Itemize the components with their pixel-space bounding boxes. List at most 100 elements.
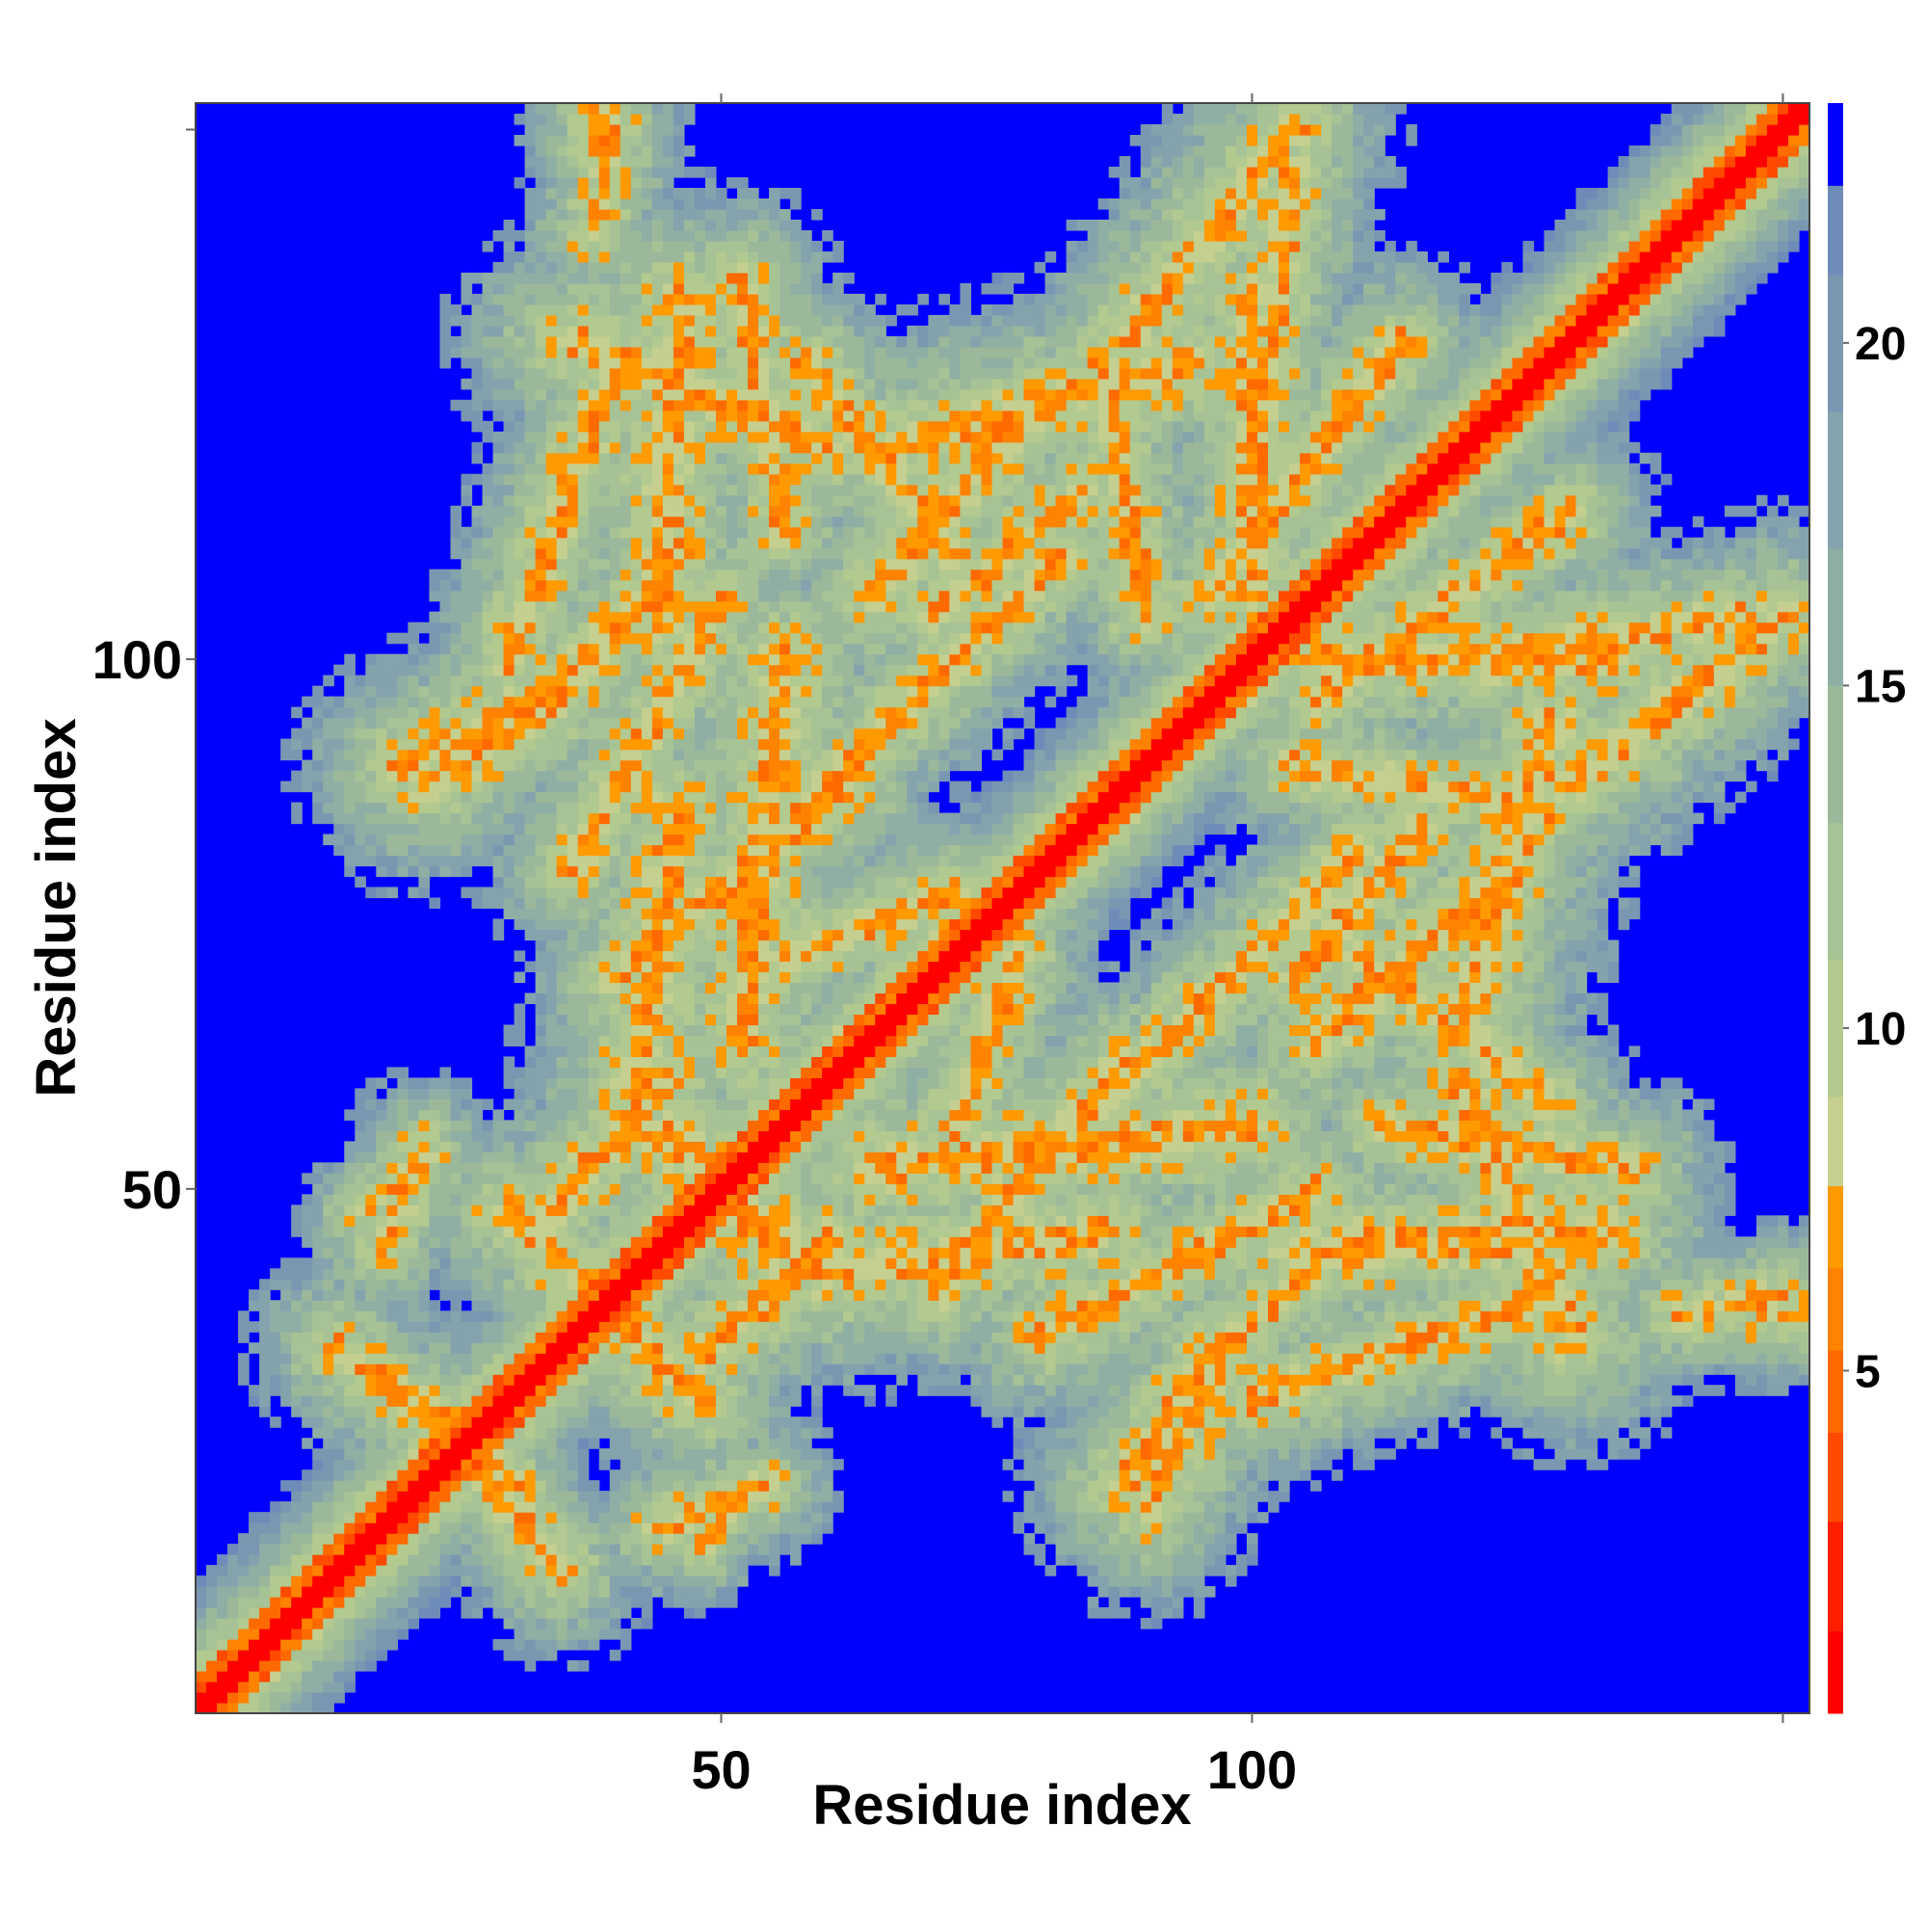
heatmap-cell bbox=[291, 1565, 303, 1576]
heatmap-cell bbox=[598, 759, 611, 772]
heatmap-cell bbox=[577, 1173, 590, 1184]
heatmap-cell bbox=[492, 346, 505, 358]
heatmap-cell bbox=[673, 770, 685, 782]
heatmap-cell bbox=[620, 1257, 632, 1269]
heatmap-cell bbox=[471, 812, 484, 825]
heatmap-cell bbox=[609, 558, 621, 570]
heatmap-cell bbox=[482, 378, 494, 390]
heatmap-cell bbox=[482, 282, 494, 295]
heatmap-cell bbox=[609, 155, 621, 168]
heatmap-cell bbox=[556, 971, 568, 984]
heatmap-cell bbox=[270, 1575, 281, 1587]
heatmap-cell bbox=[535, 1024, 547, 1037]
heatmap-cell bbox=[683, 685, 696, 698]
heatmap-cell bbox=[737, 759, 749, 772]
heatmap-cell bbox=[524, 463, 537, 475]
heatmap-cell bbox=[694, 664, 706, 676]
heatmap-cell bbox=[323, 1607, 334, 1619]
heatmap-cell bbox=[567, 1056, 579, 1068]
heatmap-cell bbox=[365, 1406, 377, 1417]
heatmap-cell bbox=[567, 1310, 579, 1322]
heatmap-cell bbox=[567, 1247, 579, 1258]
heatmap-cell bbox=[302, 1342, 313, 1354]
heatmap-cell bbox=[545, 749, 558, 761]
heatmap-cell bbox=[726, 1385, 738, 1396]
heatmap-cell bbox=[291, 812, 303, 825]
heatmap-cell bbox=[567, 526, 579, 539]
heatmap-cell bbox=[577, 1480, 590, 1492]
heatmap-cell bbox=[280, 1300, 292, 1311]
heatmap-cell bbox=[206, 1597, 218, 1608]
heatmap-cell bbox=[704, 325, 717, 337]
heatmap-cell bbox=[535, 685, 547, 698]
heatmap-cell bbox=[503, 887, 515, 899]
heatmap-cell bbox=[408, 1194, 420, 1205]
heatmap-cell bbox=[471, 293, 484, 305]
heatmap-cell bbox=[397, 865, 409, 878]
heatmap-cell bbox=[620, 420, 632, 433]
heatmap-cell bbox=[535, 590, 547, 602]
heatmap-cell bbox=[662, 1194, 674, 1205]
heatmap-cell bbox=[662, 1438, 674, 1449]
heatmap-cell bbox=[737, 1151, 749, 1163]
heatmap-cell bbox=[492, 1215, 505, 1227]
heatmap-cell bbox=[492, 802, 505, 814]
heatmap-cell bbox=[651, 749, 664, 761]
heatmap-cell bbox=[514, 1353, 526, 1364]
heatmap-cell bbox=[461, 632, 473, 645]
heatmap-cell bbox=[737, 1257, 749, 1269]
heatmap-cell bbox=[291, 1268, 303, 1280]
heatmap-cell bbox=[683, 103, 696, 115]
heatmap-cell bbox=[302, 1194, 313, 1205]
heatmap-cell bbox=[429, 653, 441, 666]
heatmap-cell bbox=[291, 1257, 303, 1269]
heatmap-cell bbox=[630, 1586, 643, 1598]
heatmap-cell bbox=[503, 240, 515, 252]
heatmap-cell bbox=[567, 1024, 579, 1037]
heatmap-cell bbox=[662, 357, 674, 369]
heatmap-cell bbox=[355, 1353, 366, 1364]
heatmap-cell bbox=[503, 1406, 515, 1417]
heatmap-cell bbox=[492, 1204, 505, 1216]
heatmap-cell bbox=[514, 876, 526, 888]
heatmap-cell bbox=[704, 166, 717, 178]
heatmap-cell bbox=[651, 1257, 664, 1269]
heatmap-cell bbox=[662, 198, 674, 210]
heatmap-cell bbox=[461, 770, 473, 782]
heatmap-cell bbox=[482, 738, 494, 751]
heatmap-cell bbox=[598, 982, 611, 994]
heatmap-cell bbox=[556, 982, 568, 994]
heatmap-cell bbox=[408, 1289, 420, 1301]
heatmap-cell bbox=[620, 992, 632, 1005]
heatmap-cell bbox=[556, 484, 568, 496]
heatmap-cell bbox=[662, 251, 674, 263]
heatmap-cell bbox=[217, 1660, 228, 1672]
heatmap-cell bbox=[588, 293, 600, 305]
heatmap-cell bbox=[737, 1056, 749, 1068]
heatmap-cell bbox=[630, 431, 643, 443]
heatmap-cell bbox=[482, 579, 494, 592]
heatmap-cell bbox=[556, 1469, 568, 1481]
heatmap-cell bbox=[630, 304, 643, 316]
heatmap-cell bbox=[651, 1077, 664, 1089]
heatmap-cell bbox=[556, 1491, 568, 1502]
heatmap-cell bbox=[524, 240, 537, 252]
heatmap-cell bbox=[429, 1204, 441, 1216]
heatmap-cell bbox=[291, 1279, 303, 1290]
heatmap-cell bbox=[333, 1480, 345, 1492]
heatmap-cell bbox=[715, 367, 727, 380]
heatmap-cell bbox=[344, 1332, 356, 1343]
heatmap-cell bbox=[598, 1247, 611, 1258]
heatmap-cell bbox=[588, 484, 600, 496]
heatmap-cell bbox=[726, 282, 738, 295]
heatmap-cell bbox=[726, 208, 738, 221]
heatmap-cell bbox=[461, 759, 473, 772]
heatmap-cell bbox=[620, 1310, 632, 1322]
heatmap-cell bbox=[302, 1607, 313, 1619]
heatmap-cell bbox=[609, 1554, 621, 1566]
heatmap-cell bbox=[726, 1597, 738, 1608]
heatmap-cell bbox=[249, 1565, 260, 1576]
heatmap-cell bbox=[694, 992, 706, 1005]
heatmap-cell bbox=[450, 1194, 462, 1205]
heatmap-cell bbox=[577, 1130, 590, 1142]
